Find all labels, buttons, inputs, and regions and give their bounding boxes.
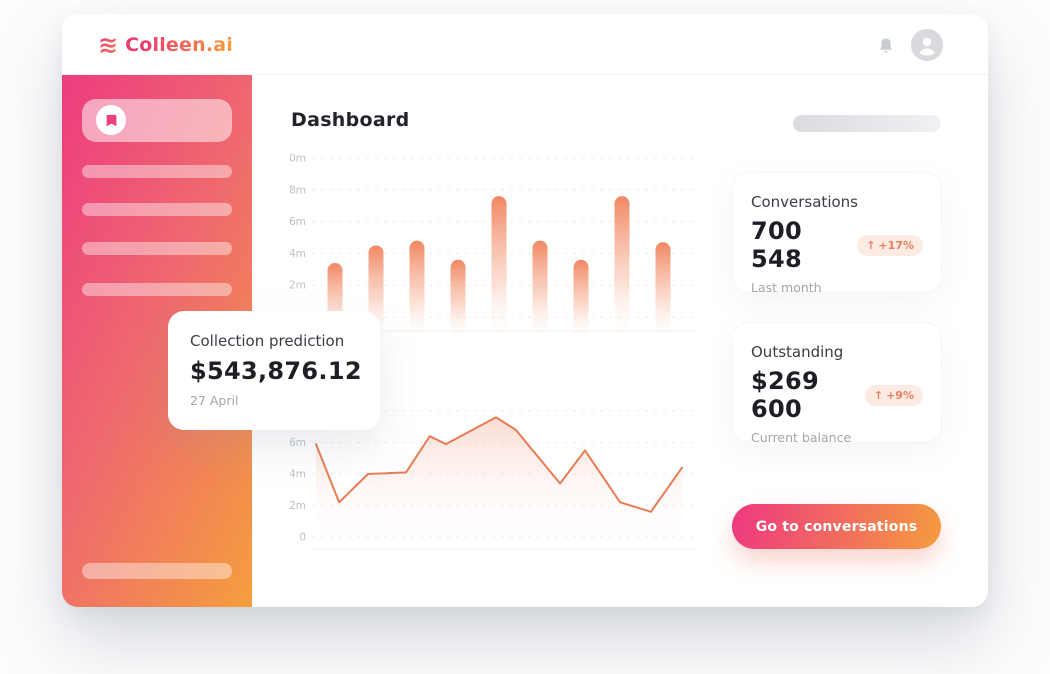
bell-icon[interactable] <box>876 36 896 56</box>
sidebar-item-placeholder[interactable] <box>82 242 232 255</box>
card-value: $269 600 <box>751 367 819 423</box>
svg-text:2m: 2m <box>290 500 306 512</box>
card-value: 700 548 <box>751 217 802 273</box>
up-arrow-icon: ↑ <box>873 388 884 402</box>
conversations-bar-chart: 10m8m6m4m2m0 <box>282 153 700 354</box>
conversations-card: Conversations 700 548 ↑ +17% Last month <box>732 172 942 295</box>
sidebar-icon-circle <box>96 105 126 135</box>
card-title: Conversations <box>751 193 858 211</box>
svg-text:10m: 10m <box>290 154 306 165</box>
badge-text: +9% <box>886 388 914 402</box>
sidebar-item-placeholder[interactable] <box>82 283 232 296</box>
svg-text:0: 0 <box>299 532 306 544</box>
bookmark-icon <box>106 114 116 126</box>
card-value: $543,876.12 <box>190 357 362 385</box>
app-window: ≋ Colleen.ai Dashboard 10m8m6m4m2m0 8m6m… <box>62 14 988 607</box>
top-header: ≋ Colleen.ai <box>62 14 988 75</box>
sidebar-bottom-placeholder[interactable] <box>82 563 232 579</box>
svg-text:8m: 8m <box>290 184 306 196</box>
svg-text:4m: 4m <box>290 469 306 481</box>
card-title: Collection prediction <box>190 332 345 350</box>
header-placeholder-bar <box>793 115 941 132</box>
app-logo[interactable]: ≋ Colleen.ai <box>98 14 233 75</box>
card-subtitle: Current balance <box>751 430 852 445</box>
outstanding-card: Outstanding $269 600 ↑ +9% Current balanc… <box>732 322 942 445</box>
logo-text: Colleen.ai <box>125 33 233 56</box>
sidebar-item-active[interactable] <box>82 99 232 142</box>
svg-text:6m: 6m <box>290 216 306 228</box>
trend-badge: ↑ +17% <box>857 234 923 256</box>
up-arrow-icon: ↑ <box>866 238 876 252</box>
trend-badge: ↑ +9% <box>864 384 923 406</box>
collection-prediction-card: Collection prediction $543,876.12 27 Apr… <box>168 311 380 430</box>
card-subtitle: 27 April <box>190 393 239 408</box>
svg-text:6m: 6m <box>290 437 306 449</box>
waves-icon: ≋ <box>98 30 119 59</box>
page-title: Dashboard <box>291 109 410 131</box>
card-title: Outstanding <box>751 343 844 361</box>
svg-text:2m: 2m <box>290 280 306 292</box>
sidebar-item-placeholder[interactable] <box>82 165 232 178</box>
user-avatar-icon[interactable] <box>911 29 943 61</box>
sidebar-item-placeholder[interactable] <box>82 203 232 216</box>
card-subtitle: Last month <box>751 280 822 295</box>
badge-text: +17% <box>878 238 914 252</box>
svg-text:4m: 4m <box>290 248 306 260</box>
go-to-conversations-button[interactable]: Go to conversations <box>732 504 941 549</box>
